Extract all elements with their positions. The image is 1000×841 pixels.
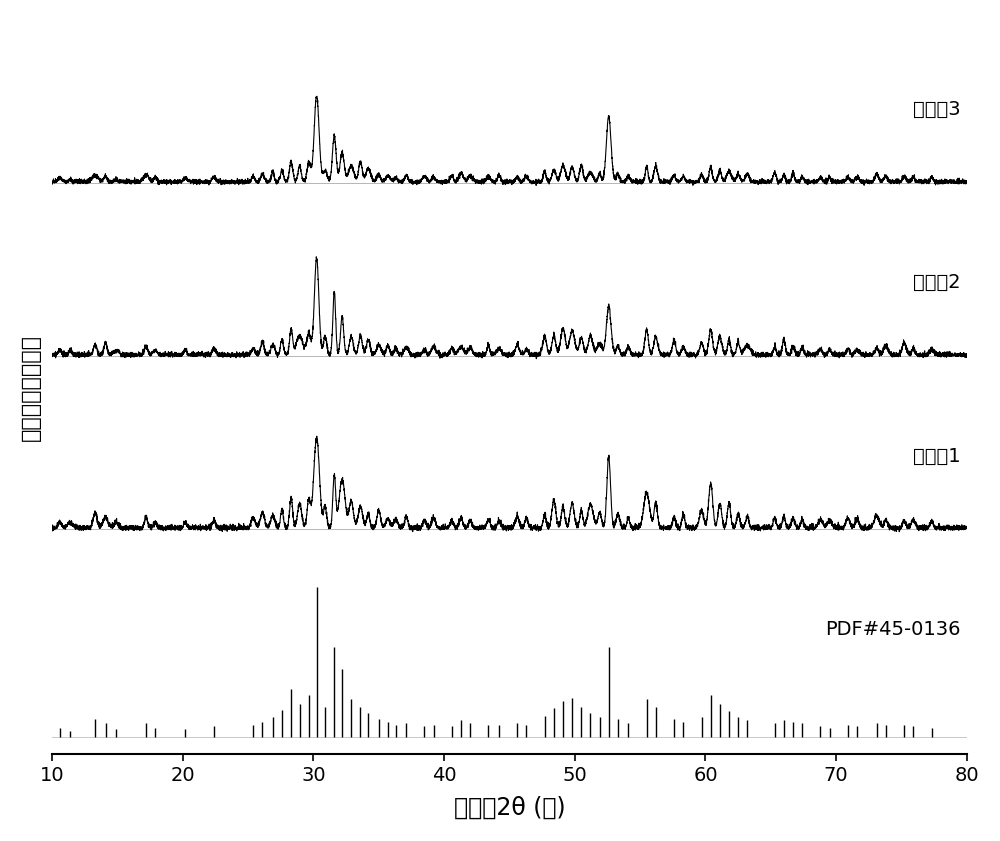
Text: PDF#45-0136: PDF#45-0136: [825, 620, 960, 639]
Text: 实施兙3: 实施兙3: [913, 100, 960, 119]
Y-axis label: 强度（任意单位）: 强度（任意单位）: [21, 334, 41, 441]
X-axis label: 衍射角2θ (度): 衍射角2θ (度): [454, 796, 565, 820]
Text: 实施兙1: 实施兙1: [913, 447, 960, 466]
Text: 实施兙2: 实施兙2: [913, 273, 960, 293]
